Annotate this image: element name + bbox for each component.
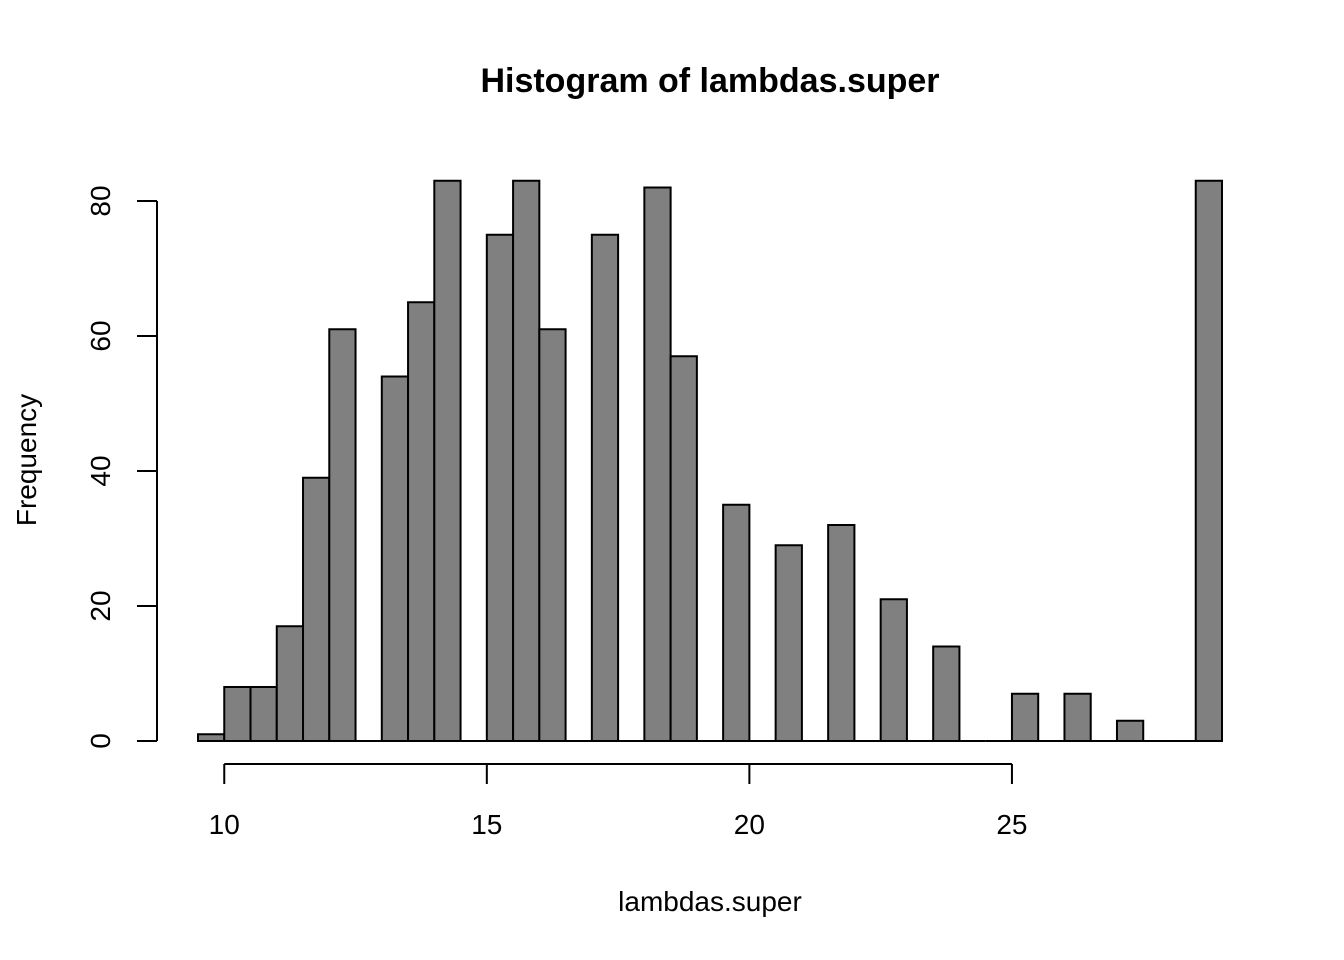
histogram-bar (879, 598, 908, 742)
y-axis-label: Frequency (11, 394, 42, 526)
histogram-bar (197, 733, 226, 742)
histogram-bar (1115, 719, 1145, 742)
histogram-bar (643, 186, 672, 742)
x-axis-tick-label: 15 (471, 809, 502, 840)
histogram-bar (590, 233, 620, 742)
histogram-bar (1063, 692, 1092, 742)
y-axis-tick-label: 60 (85, 320, 116, 351)
histogram-bar (275, 625, 305, 742)
histogram-bar (669, 355, 698, 742)
y-axis-tick-label: 0 (85, 733, 116, 749)
x-axis-tick-label: 20 (734, 809, 765, 840)
histogram-bar (328, 328, 357, 742)
bars-group (197, 179, 1223, 742)
x-axis-label: lambdas.super (618, 886, 802, 917)
histogram-bar (407, 301, 436, 742)
histogram-bar (512, 179, 541, 742)
histogram-bar (302, 476, 331, 742)
histogram-bar (433, 179, 462, 742)
chart-title: Histogram of lambdas.super (480, 62, 939, 100)
histogram-bar (722, 503, 751, 742)
histogram-bar (485, 233, 515, 742)
histogram-bar (774, 544, 803, 742)
x-axis-tick-label: 10 (209, 809, 240, 840)
histogram-bar (380, 375, 410, 742)
histogram-bar (1194, 179, 1223, 742)
histogram-bar (538, 328, 567, 742)
histogram-bar (249, 686, 278, 742)
x-axis: 10 15 20 25 (209, 763, 1028, 840)
histogram-bar (1010, 692, 1040, 742)
y-axis-tick-label: 80 (85, 185, 116, 216)
x-axis-tick-label: 25 (996, 809, 1027, 840)
histogram-bar (932, 645, 961, 742)
y-axis-tick-label: 40 (85, 455, 116, 486)
y-axis: 0 20 40 60 80 (85, 185, 158, 749)
histogram-bar (223, 686, 252, 742)
y-axis-tick-label: 20 (85, 590, 116, 621)
histogram-bar (827, 524, 856, 742)
